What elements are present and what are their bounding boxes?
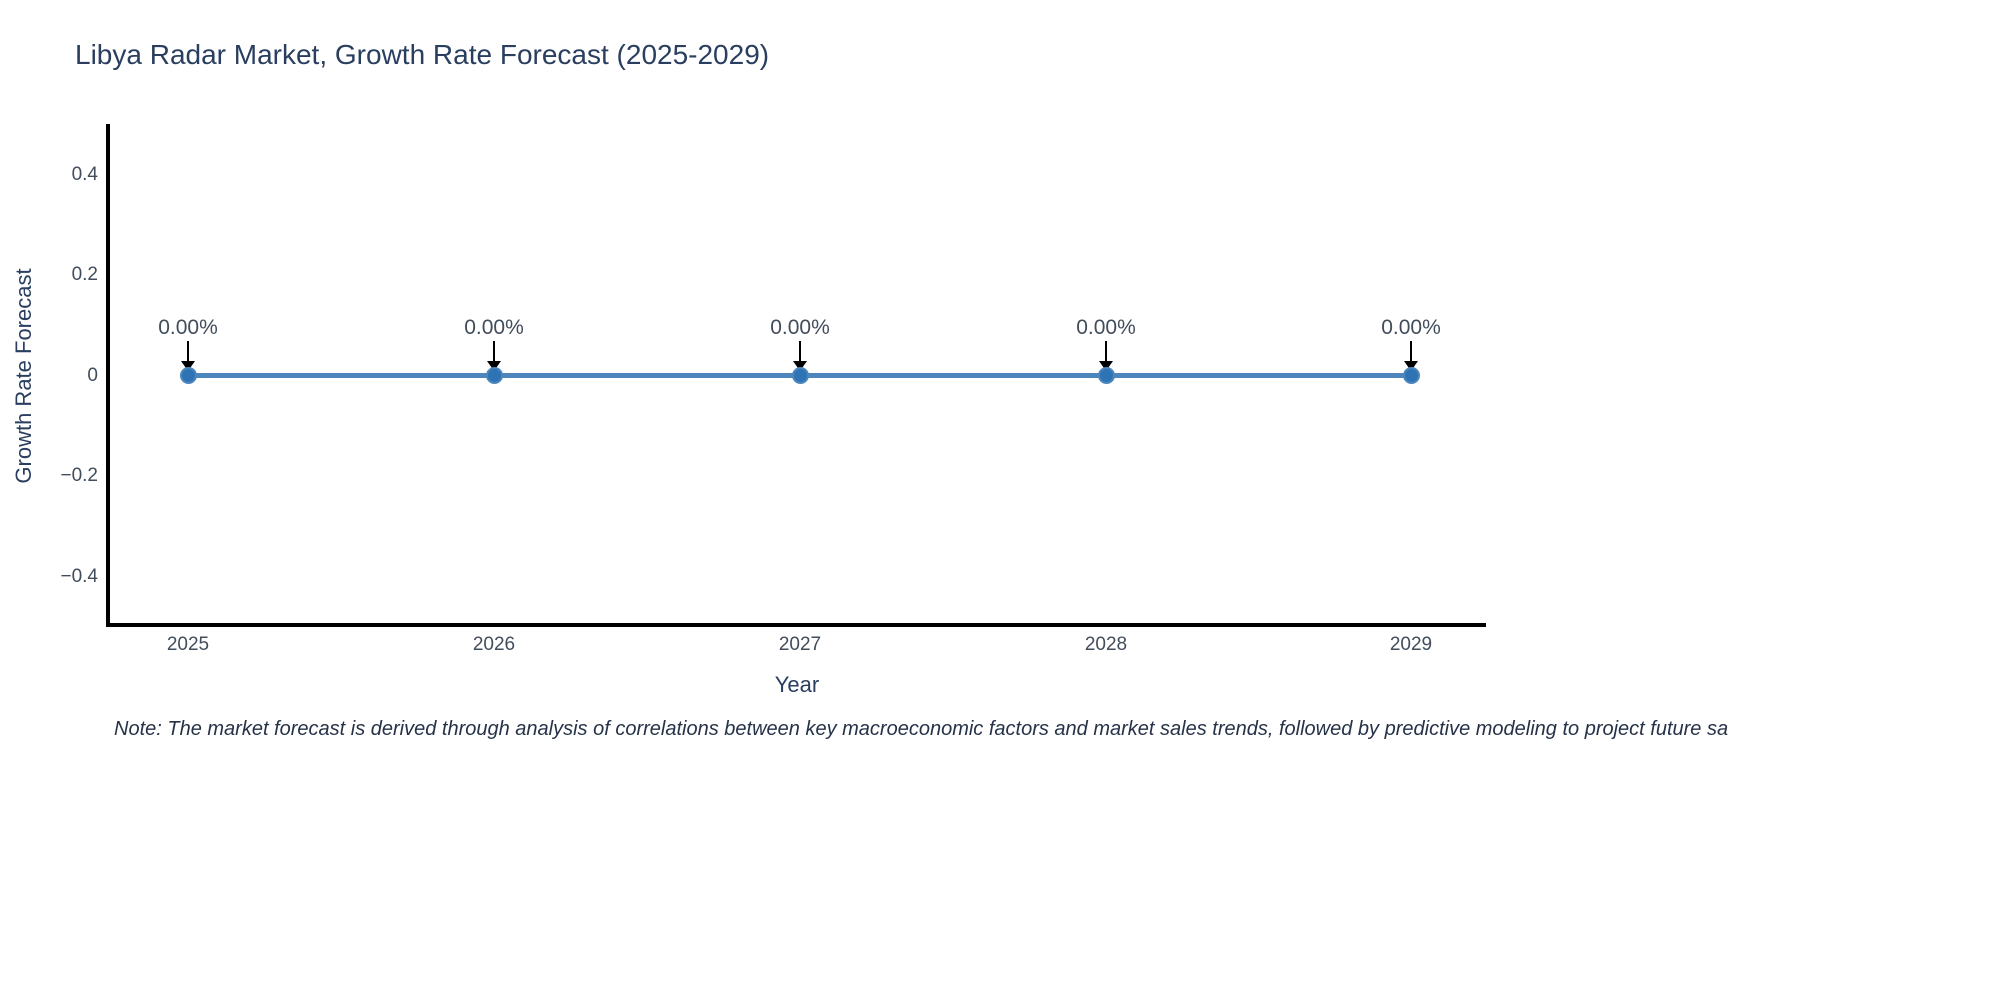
down-arrow-head-icon [793,361,807,371]
down-arrow-icon [187,341,189,362]
data-point-marker[interactable] [486,367,503,384]
x-tick-label: 2025 [166,634,210,655]
data-point-annotation: 0.00% [1076,316,1136,339]
data-point-annotation: 0.00% [158,316,218,339]
data-point-marker[interactable] [792,367,809,384]
down-arrow-icon [493,341,495,362]
data-point-annotation: 0.00% [464,316,524,339]
y-tick-label: 0 [87,365,98,386]
x-tick-label: 2027 [778,634,822,655]
data-point-annotation: 0.00% [770,316,830,339]
footnote: Note: The market forecast is derived thr… [114,718,1729,740]
x-tick-label: 2028 [1084,634,1128,655]
y-tick-label: 0.2 [71,264,98,285]
chart-title: Libya Radar Market, Growth Rate Forecast… [75,39,770,70]
down-arrow-head-icon [1099,361,1113,371]
down-arrow-head-icon [487,361,501,371]
down-arrow-head-icon [181,361,195,371]
down-arrow-icon [1105,341,1107,362]
down-arrow-icon [1410,341,1412,362]
y-axis-line [106,124,110,627]
x-axis-line [106,623,1486,627]
y-tick-label: 0.4 [71,164,98,185]
x-tick-label: 2029 [1389,634,1433,655]
data-point-marker[interactable] [180,367,197,384]
y-tick-label: −0.4 [60,566,98,587]
x-tick-label: 2026 [472,634,516,655]
data-point-annotation: 0.00% [1381,316,1441,339]
data-point-marker[interactable] [1403,367,1420,384]
x-axis-title: Year [774,672,820,697]
down-arrow-head-icon [1404,361,1418,371]
y-tick-label: −0.2 [60,465,98,486]
data-point-marker[interactable] [1098,367,1115,384]
down-arrow-icon [799,341,801,362]
